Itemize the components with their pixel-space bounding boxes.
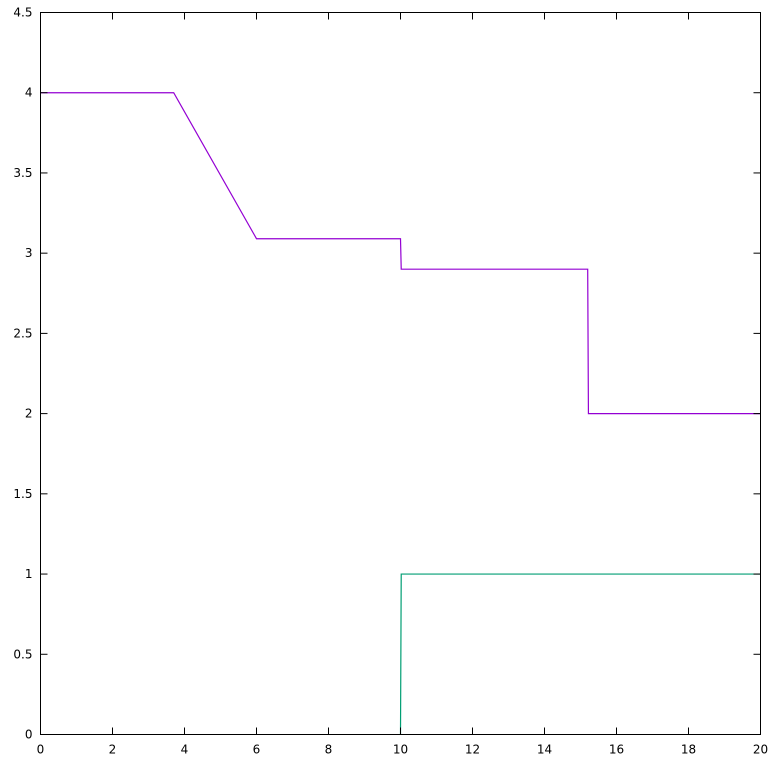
y-tick-label: 4.5 bbox=[13, 6, 32, 20]
y-tick-label: 3.5 bbox=[13, 166, 32, 180]
x-tick-label: 16 bbox=[609, 743, 624, 757]
y-tick-label: 0 bbox=[25, 728, 33, 742]
tick-labels-layer: 0 2 4 6 8 10 12 14 16 18 20 0 0.5 1 1.5 2 2.5 3 3.5 4 4.5 bbox=[13, 6, 768, 757]
series-layer bbox=[40, 92, 761, 735]
y-tick-label: 2 bbox=[25, 407, 33, 421]
plot-frame bbox=[40, 12, 761, 735]
y-tick-label: 1 bbox=[25, 567, 33, 581]
y-tick-label: 4 bbox=[25, 86, 33, 100]
x-tick-label: 0 bbox=[37, 743, 45, 757]
x-tick-label: 8 bbox=[325, 743, 333, 757]
series-line-1 bbox=[40, 92, 761, 415]
x-tick-label: 6 bbox=[253, 743, 261, 757]
x-tick-label: 12 bbox=[465, 743, 480, 757]
x-tick-label: 2 bbox=[109, 743, 117, 757]
x-tick-label: 4 bbox=[181, 743, 189, 757]
series-line-2 bbox=[399, 573, 761, 735]
x-tick-label: 20 bbox=[753, 743, 768, 757]
x-tick-label: 18 bbox=[681, 743, 696, 757]
x-tick-label: 10 bbox=[393, 743, 408, 757]
y-tick-label: 0.5 bbox=[13, 647, 32, 661]
x-tick-label: 14 bbox=[537, 743, 552, 757]
y-tick-label: 3 bbox=[25, 246, 33, 260]
y-tick-label: 1.5 bbox=[13, 487, 32, 501]
y-tick-label: 2.5 bbox=[13, 326, 32, 340]
